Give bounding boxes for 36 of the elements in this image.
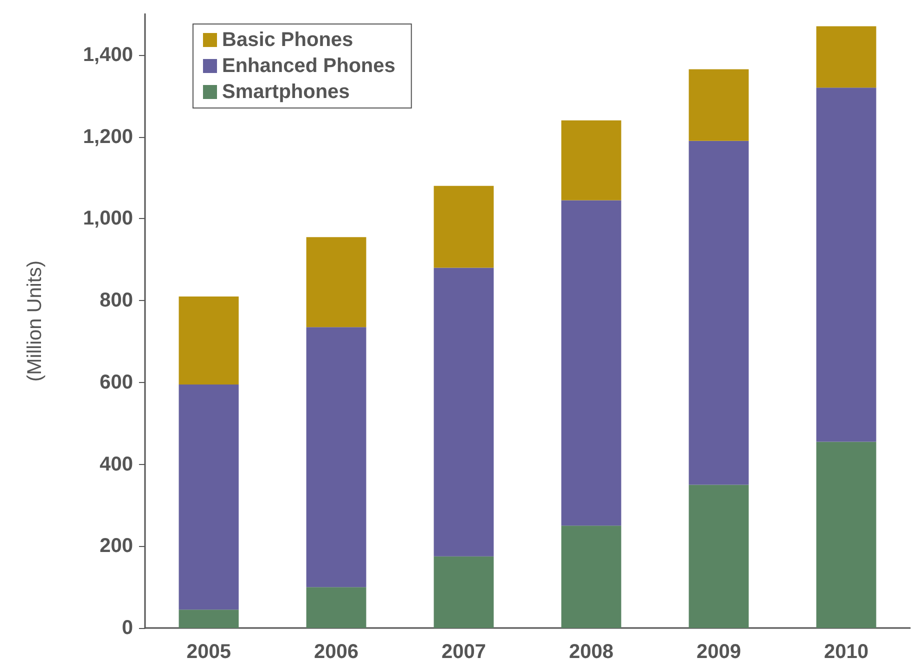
y-tick-label: 1,000: [82, 208, 133, 230]
y-tick-label: 1,200: [82, 126, 133, 148]
bar: [306, 327, 366, 588]
bar: [688, 484, 749, 628]
y-tick-label: 200: [100, 535, 133, 558]
x-tick-label: 2007: [442, 641, 486, 663]
y-axis-title: (Million Units): [24, 260, 46, 382]
y-tick-label: 800: [100, 290, 133, 312]
legend-label: Enhanced Phones: [222, 55, 396, 77]
bar: [178, 296, 239, 384]
bar: [306, 587, 366, 628]
bar: [561, 120, 622, 200]
bar: [688, 69, 749, 141]
y-tick-label: 400: [100, 453, 133, 476]
legend-label: Smartphones: [222, 81, 350, 103]
legend-label: Basic Phones: [222, 29, 354, 51]
bar: [816, 88, 876, 442]
x-tick-label: 2009: [696, 641, 741, 663]
bar: [178, 384, 239, 610]
y-tick-label: 600: [100, 371, 133, 394]
bar: [688, 140, 749, 485]
x-tick-label: 2008: [569, 641, 614, 663]
bar: [434, 268, 494, 556]
x-tick-label: 2006: [314, 641, 358, 663]
bar: [561, 526, 622, 628]
y-tick-label: 1,400: [82, 44, 133, 66]
bar: [561, 200, 622, 526]
bar: [434, 556, 494, 628]
bar: [816, 26, 876, 88]
bar: [816, 442, 876, 628]
y-tick-label: 0: [122, 617, 133, 639]
bar: [178, 610, 239, 628]
bar: [306, 237, 366, 328]
bar: [434, 186, 494, 268]
x-tick-label: 2010: [824, 641, 868, 663]
x-tick-label: 2005: [186, 641, 231, 663]
